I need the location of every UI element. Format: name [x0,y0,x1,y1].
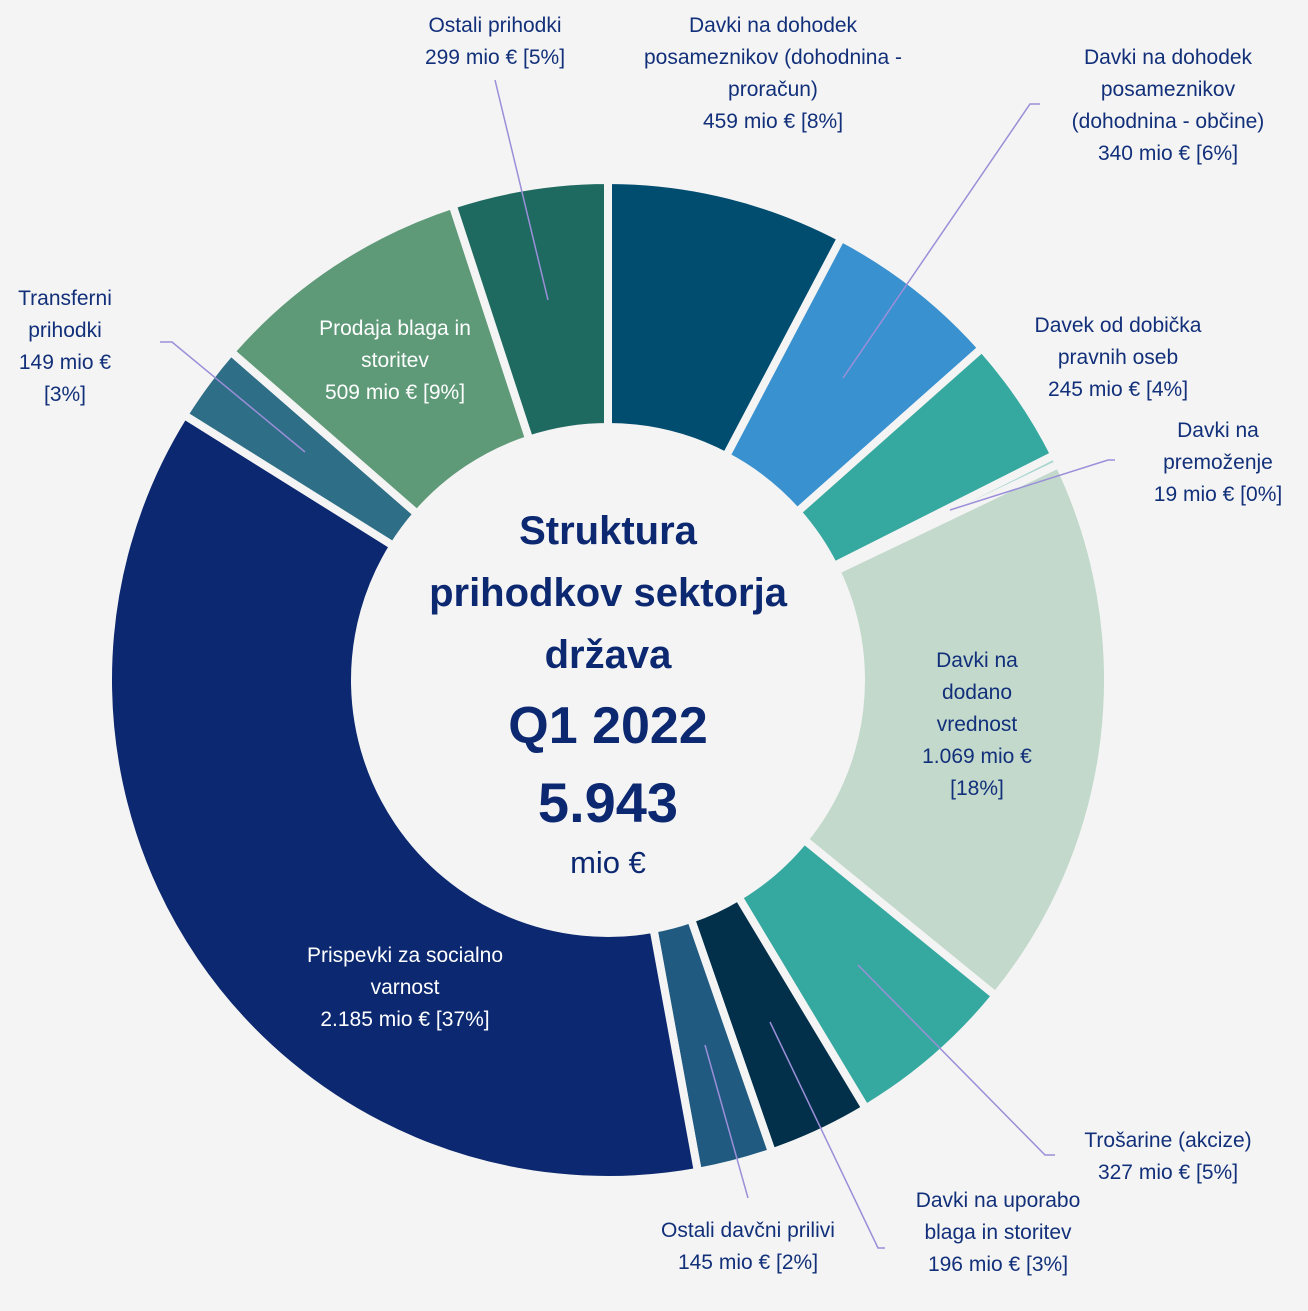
leader-line [769,1021,885,1249]
category-label: Transferni prihodki [18,287,112,342]
slice [447,175,612,445]
value-label: 299 mio € [5%] [424,46,566,69]
unit: mio € [570,845,646,880]
leader-line [857,964,1055,1156]
category-label: Davki na premoženje [1163,419,1273,474]
total: 5.943 [537,771,679,834]
leader-line [494,79,549,301]
value-label: 459 mio € [8%] [702,110,844,133]
value-label: 149 mio € [3%] [18,351,112,406]
value-label: 19 mio € [0%] [1153,483,1283,506]
value-label: 196 mio € [3%] [927,1253,1069,1276]
slice-label: Ostali davčni prilivi 145 mio € [2%] [628,1215,868,1279]
leader-line [704,1044,749,1199]
slice-label: Davki na dohodek posameznikov (dohodnina… [642,10,904,138]
value-label: 2.185 mio € [37%] [320,1008,490,1031]
value-label: 509 mio € [9%] [324,381,466,404]
value-label: 145 mio € [2%] [677,1251,819,1274]
center-text: Struktura prihodkov sektorja država Q1 2… [418,500,798,886]
leader-line [949,459,1115,511]
slice-label: Davki na uporabo blaga in storitev 196 mi… [898,1185,1098,1281]
leader-line [842,103,1040,379]
category-label: Davki na uporabo blaga in storitev [915,1189,1081,1244]
value-label: 327 mio € [5%] [1097,1161,1239,1184]
slice-label: Ostali prihodki 299 mio € [5%] [395,10,595,74]
slice-label: Prodaja blaga in storitev 509 mio € [9%] [315,313,475,409]
value-label: 340 mio € [6%] [1097,142,1239,165]
category-label: Davek od dobička pravnih oseb [1034,314,1202,369]
slice [103,409,703,1184]
category-label: Trošarine (akcize) [1084,1129,1252,1152]
category-label: Prodaja blaga in storitev [319,317,471,372]
category-label: Ostali prihodki [428,14,562,37]
value-label: 245 mio € [4%] [1047,378,1189,401]
category-label: Prispevki za socialno varnost [306,944,504,999]
value-label: 1.069 mio € [18%] [922,745,1032,800]
category-label: Davki na dodano vrednost [936,649,1018,736]
chart-title: Struktura prihodkov sektorja država [429,509,787,677]
slice-label: Trošarine (akcize) 327 mio € [5%] [1048,1125,1288,1189]
category-label: Davki na dohodek posameznikov (dohodnina… [1071,46,1265,133]
chart-subtitle: Q1 2022 [508,697,708,755]
slice-label: Davki na dodano vrednost 1.069 mio € [18%… [912,645,1042,805]
category-label: Davki na dohodek posameznikov (dohodnina… [644,14,902,101]
slice [798,458,1112,1002]
slice-label: Prispevki za socialno varnost 2.185 mio €… [285,940,525,1036]
slice-label: Davki na premoženje 19 mio € [0%] [1133,415,1303,511]
slice-label: Davek od dobička pravnih oseb 245 mio € [… [1013,310,1223,406]
leader-line [160,341,306,453]
category-label: Ostali davčni prilivi [661,1219,835,1242]
slice-label: Transferni prihodki 149 mio € [3%] [8,283,123,411]
slice-label: Davki na dohodek posameznikov (dohodnina… [1048,42,1288,170]
